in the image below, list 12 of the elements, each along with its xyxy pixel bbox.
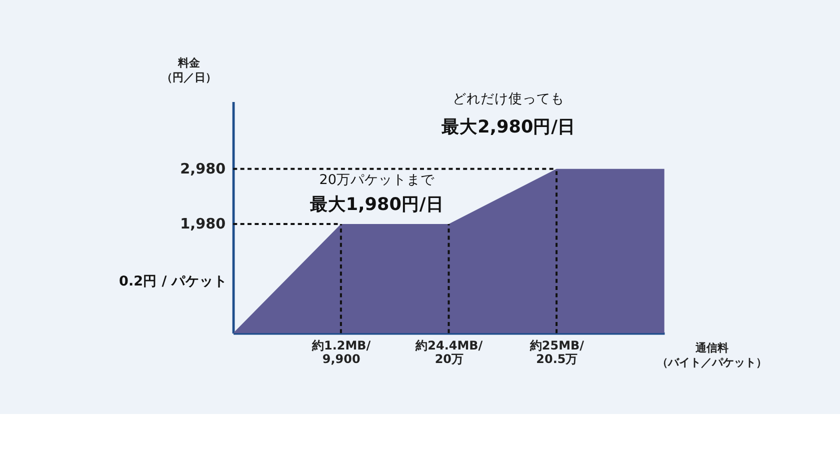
annotation: 20万パケットまで — [319, 172, 436, 188]
x-tick-label: 約24.4MB/ 20万 — [414, 338, 484, 366]
y-tick-label: 2,980 — [180, 161, 226, 178]
x-tick-label: 約1.2MB/ 9,900 — [311, 338, 372, 366]
x-tick-label: 約25MB/ 20.5万 — [528, 338, 585, 366]
annotation: 最大2,980円/日 — [440, 116, 576, 138]
text: 0.2円 / パケット — [119, 273, 228, 290]
x-axis-title: 通信料（バイト／パケット） — [657, 342, 768, 369]
annotation: どれだけ使っても — [452, 91, 565, 108]
y-axis-title: 料金（円／日） — [162, 56, 217, 84]
y-tick-label: 1,980 — [180, 216, 226, 232]
annotation: 最大1,980円/日 — [308, 194, 444, 216]
